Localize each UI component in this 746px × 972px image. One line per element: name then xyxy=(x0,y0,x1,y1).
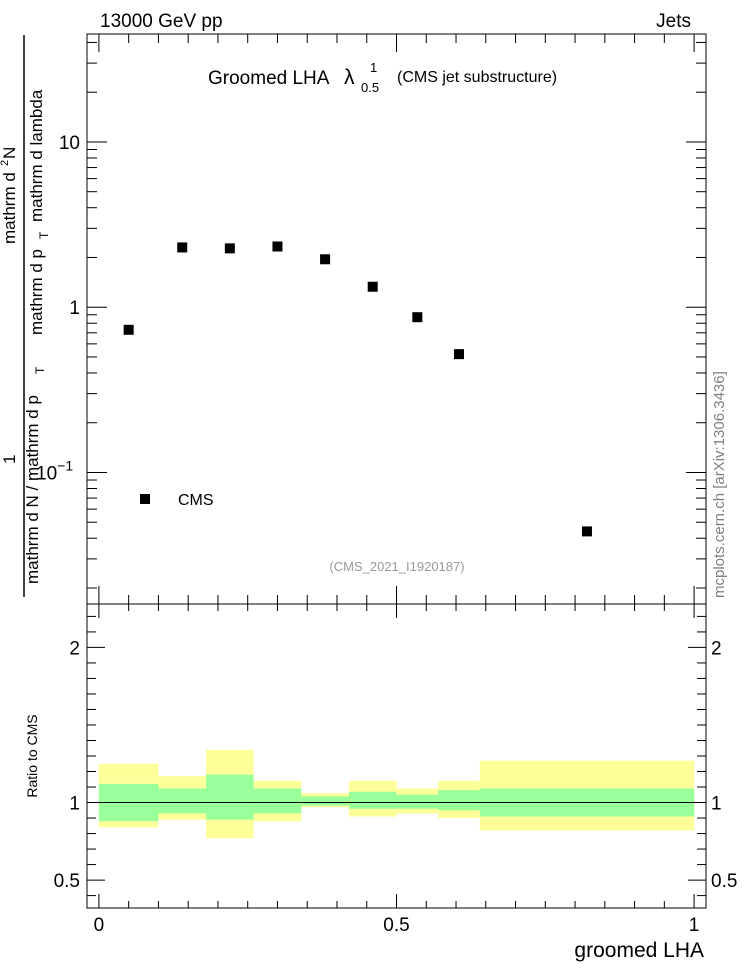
data-point xyxy=(177,242,188,253)
ratio-ytick-labels: 2 2 1 1 0.5 0.5 xyxy=(54,638,738,892)
ratio-band-inner xyxy=(206,774,254,820)
ylabel-den1: mathrm d N / mathrm d p xyxy=(23,395,42,584)
side-label: mcplots.cern.ch [arXiv:1306.3436] xyxy=(711,371,728,598)
legend: CMS xyxy=(140,492,214,509)
ratio-band-inner xyxy=(158,788,207,814)
data-series-cms xyxy=(123,241,592,537)
ylabel-den2b: mathrm d lambda xyxy=(27,89,46,222)
data-point xyxy=(581,526,592,537)
data-point xyxy=(367,281,378,292)
title-main: Groomed LHA xyxy=(208,68,330,89)
ratio-ytick-label-right: 1 xyxy=(711,794,722,815)
ratio-ytick-label-right: 0.5 xyxy=(711,871,737,892)
ratio-frame xyxy=(86,603,707,909)
title-suffix: (CMS jet substructure) xyxy=(397,69,557,86)
main-ylabel: 1 mathrm d N / mathrm d p T mathrm d 2 N… xyxy=(0,35,51,597)
ylabel-den2a-sub: T xyxy=(37,231,51,239)
ratio-ytick-label-left: 0.5 xyxy=(54,871,80,892)
ratio-ytick-label-left: 2 xyxy=(69,638,80,659)
header-left: 13000 GeV pp xyxy=(100,11,223,32)
ytick-label: 1 xyxy=(69,298,80,319)
ratio-bands xyxy=(98,749,695,839)
xtick-label: 0 xyxy=(94,915,105,936)
legend-marker xyxy=(140,494,150,504)
header-right: Jets xyxy=(656,11,691,32)
ratio-band-inner xyxy=(301,796,349,806)
ratio-band-inner xyxy=(438,790,480,811)
xlabel: groomed LHA xyxy=(574,939,704,962)
data-point xyxy=(272,241,283,252)
ratio-ytick-label-left: 1 xyxy=(69,794,80,815)
ylabel-num2: mathrm d xyxy=(0,172,19,244)
plot-title: Groomed LHA λ 1 0.5 (CMS jet substructur… xyxy=(208,60,557,95)
ratio-ytick-label-right: 2 xyxy=(711,638,722,659)
legend-label: CMS xyxy=(178,492,214,509)
ratio-band-inner xyxy=(396,794,439,809)
title-symbol: λ xyxy=(344,66,355,89)
title-sub: 0.5 xyxy=(361,80,379,95)
analysis-id: (CMS_2021_I1920187) xyxy=(329,559,464,574)
ylabel-den1-sub: T xyxy=(33,366,47,374)
ratio-band-inner xyxy=(348,791,397,809)
xtick-labels: 0 0.5 1 xyxy=(94,915,700,936)
xtick-label: 0.5 xyxy=(383,915,409,936)
ratio-axis-ticks xyxy=(87,604,706,908)
ytick-label: 10 xyxy=(59,133,80,154)
ratio-band-inner xyxy=(253,788,302,814)
data-point xyxy=(320,254,331,265)
data-point xyxy=(453,349,464,360)
main-ytick-labels: 10 1 10−1 xyxy=(36,133,80,485)
title-sup: 1 xyxy=(370,60,377,75)
ytick-label: 10−1 xyxy=(36,457,73,484)
ylabel-num2-sup: 2 xyxy=(0,160,11,166)
data-point xyxy=(412,312,423,323)
ylabel-num2-rest: N xyxy=(0,147,19,159)
ylabel-den2a: mathrm d p xyxy=(27,249,46,335)
xtick-label: 1 xyxy=(689,915,700,936)
main-yaxis-ticks xyxy=(87,34,706,604)
data-point xyxy=(123,324,134,335)
ylabel-num1: 1 xyxy=(0,455,19,464)
ratio-ylabel: Ratio to CMS xyxy=(24,714,40,797)
main-frame xyxy=(86,33,707,605)
data-point xyxy=(224,243,235,254)
